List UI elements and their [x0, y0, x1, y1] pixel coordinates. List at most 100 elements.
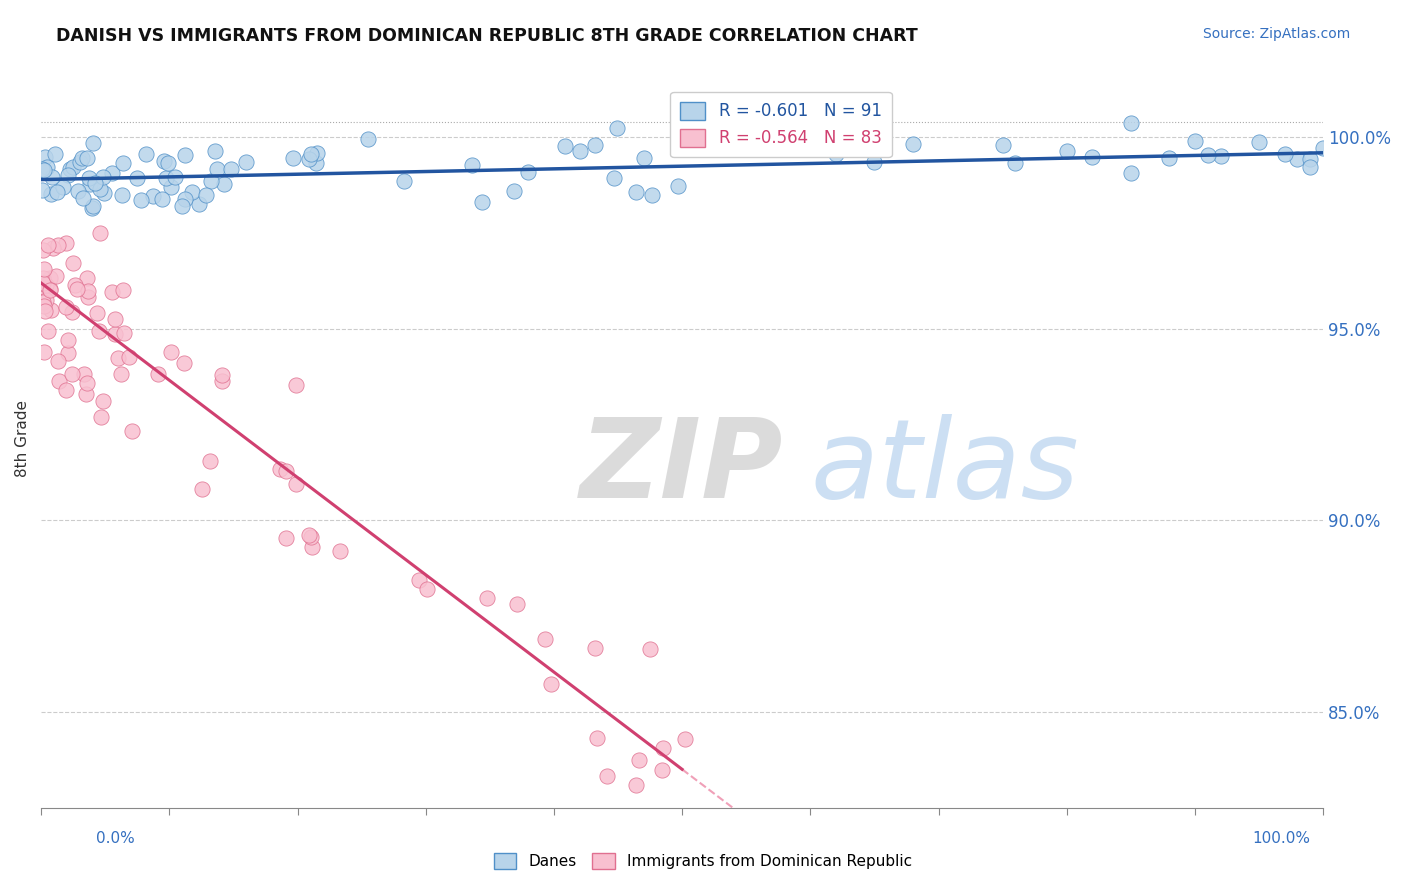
Point [408, 573, 430, 587]
Point [82, 136, 104, 150]
Point [111, 188, 134, 202]
Text: Source: ZipAtlas.com: Source: ZipAtlas.com [1202, 27, 1350, 41]
Point [1247, 135, 1270, 149]
Point [301, 530, 323, 544]
Point [163, 170, 186, 185]
Point [72, 191, 94, 205]
Point [156, 156, 179, 170]
Point [77, 290, 100, 304]
Point [461, 158, 484, 172]
Point [77, 284, 100, 298]
Y-axis label: 8th Grade: 8th Grade [15, 400, 30, 476]
Point [1209, 149, 1232, 163]
Point [39, 271, 62, 285]
Point [1184, 135, 1206, 149]
Point [297, 152, 319, 166]
Point [66, 281, 89, 295]
Point [1004, 156, 1026, 170]
Point [583, 137, 606, 152]
Point [76, 271, 98, 285]
Point [118, 350, 141, 364]
Point [89, 324, 111, 338]
Point [41, 241, 63, 255]
Point [32, 262, 55, 277]
Point [533, 632, 555, 646]
Point [101, 166, 124, 180]
Point [1159, 151, 1181, 165]
Point [66, 184, 89, 198]
Point [31, 243, 53, 257]
Point [89, 181, 111, 195]
Point [212, 177, 235, 191]
Point [173, 356, 195, 370]
Point [1299, 153, 1322, 167]
Point [39, 303, 62, 318]
Point [76, 376, 98, 390]
Point [60, 305, 83, 319]
Point [46, 238, 69, 252]
Point [73, 368, 96, 382]
Point [79, 177, 101, 191]
Point [82, 202, 104, 216]
Point [89, 226, 111, 240]
Point [274, 464, 297, 478]
Point [1119, 165, 1142, 179]
Point [32, 345, 55, 359]
Point [142, 189, 165, 203]
Point [129, 194, 152, 208]
Point [62, 256, 84, 270]
Point [55, 236, 77, 251]
Point [34, 150, 56, 164]
Point [284, 477, 307, 491]
Point [301, 147, 323, 161]
Point [121, 424, 143, 438]
Point [59, 161, 82, 176]
Point [101, 285, 124, 300]
Point [104, 311, 127, 326]
Point [652, 741, 675, 756]
Point [191, 482, 214, 496]
Point [219, 162, 242, 177]
Point [90, 410, 112, 425]
Point [63, 277, 86, 292]
Point [52, 180, 75, 194]
Point [35, 277, 58, 292]
Point [471, 194, 494, 209]
Point [416, 582, 439, 596]
Point [62, 160, 84, 174]
Point [75, 386, 97, 401]
Point [86, 306, 108, 320]
Point [517, 165, 540, 179]
Point [79, 171, 101, 186]
Point [198, 454, 221, 468]
Point [356, 132, 378, 146]
Legend: R = -0.601   N = 91, R = -0.564   N = 83: R = -0.601 N = 91, R = -0.564 N = 83 [671, 92, 891, 157]
Point [55, 300, 77, 314]
Legend: Danes, Immigrants from Dominican Republic: Danes, Immigrants from Dominican Republi… [488, 847, 918, 875]
Point [31, 183, 53, 197]
Point [901, 136, 924, 151]
Point [602, 170, 624, 185]
Point [991, 138, 1014, 153]
Point [673, 731, 696, 746]
Point [651, 763, 673, 777]
Point [235, 154, 257, 169]
Point [1274, 146, 1296, 161]
Point [39, 187, 62, 202]
Point [32, 300, 55, 314]
Point [305, 156, 328, 170]
Point [35, 161, 58, 175]
Point [91, 169, 114, 184]
Point [554, 139, 576, 153]
Point [200, 174, 222, 188]
Point [44, 147, 66, 161]
Point [174, 148, 197, 162]
Point [55, 384, 77, 398]
Point [503, 184, 526, 198]
Point [46, 353, 69, 368]
Point [34, 293, 56, 308]
Point [56, 168, 79, 182]
Point [606, 121, 628, 136]
Point [38, 283, 60, 297]
Point [640, 642, 662, 657]
